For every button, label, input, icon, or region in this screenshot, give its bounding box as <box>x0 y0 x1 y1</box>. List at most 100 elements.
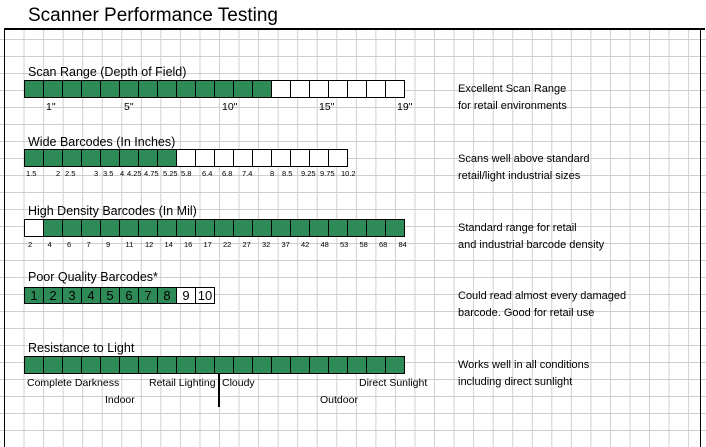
scan-range-cell-empty <box>347 80 367 98</box>
light-cell-filled <box>100 356 120 374</box>
scan-range-cell-empty <box>290 80 310 98</box>
poor-quality-cell-empty: 9 <box>176 287 196 304</box>
wide-tick: 8 <box>270 169 275 178</box>
wide-tick: 2 <box>56 169 61 178</box>
wide-cell-empty <box>328 149 348 167</box>
light-cell-filled <box>385 356 405 374</box>
high-density-cell-filled <box>233 219 253 237</box>
wide-barcodes-bar <box>24 149 348 167</box>
scan-range-tick: 1" <box>46 101 56 113</box>
light-label-retail-lighting: Retail Lighting <box>149 377 216 389</box>
poor-quality-cell-filled: 2 <box>43 287 63 304</box>
scan-range-note-line-1: Excellent Scan Range <box>458 83 567 95</box>
high-density-cell-filled <box>252 219 272 237</box>
high-density-tick: 27 <box>242 240 251 249</box>
light-cell-filled <box>138 356 158 374</box>
scan-range-cell-empty <box>309 80 329 98</box>
wide-tick: 6.4 <box>202 169 213 178</box>
title-underline <box>5 28 705 30</box>
scan-range-cell-filled <box>100 80 120 98</box>
title-band <box>0 0 706 28</box>
wide-tick: 5.8 <box>181 169 192 178</box>
high-density-cell-filled <box>176 219 196 237</box>
wide-tick: 4 <box>120 169 125 178</box>
scan-range-cell-filled <box>233 80 253 98</box>
light-cell-filled <box>119 356 139 374</box>
light-note-line-2: including direct sunlight <box>458 376 573 388</box>
frame-left-border <box>4 28 5 447</box>
high-density-note-line-1: Standard range for retail <box>458 222 577 234</box>
poor-quality-cell-filled: 6 <box>119 287 139 304</box>
wide-tick: 3.5 <box>103 169 114 178</box>
high-density-cell-filled <box>119 219 139 237</box>
high-density-cell-filled <box>366 219 386 237</box>
high-density-cell-filled <box>328 219 348 237</box>
scan-range-cell-empty <box>328 80 348 98</box>
scan-range-cell-empty <box>385 80 405 98</box>
high-density-tick: 48 <box>320 240 329 249</box>
light-cell-filled <box>214 356 234 374</box>
light-cell-filled <box>157 356 177 374</box>
high-density-tick: 16 <box>184 240 193 249</box>
wide-tick: 6.8 <box>222 169 233 178</box>
light-note-line-1: Works well in all conditions <box>458 359 590 371</box>
wide-tick: 1.5 <box>26 169 37 178</box>
wide-cell-empty <box>233 149 253 167</box>
wide-cell-empty <box>176 149 196 167</box>
scan-range-cell-empty <box>366 80 386 98</box>
wide-cell-filled <box>157 149 177 167</box>
wide-cell-filled <box>24 149 44 167</box>
wide-tick: 9.75 <box>320 169 335 178</box>
wide-note-line-2: retail/light industrial sizes <box>458 170 581 182</box>
high-density-tick: 53 <box>340 240 349 249</box>
high-density-cell-filled <box>62 219 82 237</box>
poor-quality-cell-filled: 8 <box>157 287 177 304</box>
light-cell-filled <box>309 356 329 374</box>
high-density-tick: 58 <box>359 240 368 249</box>
high-density-tick: 14 <box>164 240 173 249</box>
poor-quality-bar: 1 2 3 4 5 6 7 8 9 10 <box>24 287 215 304</box>
wide-tick: 9.25 <box>301 169 316 178</box>
high-density-tick: 37 <box>281 240 290 249</box>
poor-quality-cell-filled: 3 <box>62 287 82 304</box>
high-density-cell-filled <box>81 219 101 237</box>
high-density-cell-filled <box>290 219 310 237</box>
poor-quality-cell-empty: 10 <box>195 287 215 304</box>
wide-cell-filled <box>81 149 101 167</box>
high-density-heading: High Density Barcodes (In Mil) <box>28 204 197 218</box>
high-density-tick: 68 <box>379 240 388 249</box>
poor-quality-cell-filled: 5 <box>100 287 120 304</box>
high-density-tick: 4 <box>47 240 52 249</box>
light-heading: Resistance to Light <box>28 341 135 355</box>
wide-tick: 2.5 <box>65 169 76 178</box>
wide-tick: 5.25 <box>163 169 178 178</box>
wide-tick: 4.75 <box>144 169 159 178</box>
high-density-cell-filled <box>309 219 329 237</box>
light-cell-filled <box>81 356 101 374</box>
light-cell-filled <box>366 356 386 374</box>
wide-cell-filled <box>43 149 63 167</box>
scan-range-tick: 10" <box>222 101 238 113</box>
poor-quality-note-line-2: barcode. Good for retail use <box>458 307 595 319</box>
scan-range-cell-filled <box>252 80 272 98</box>
scan-range-bar <box>24 80 405 98</box>
wide-note-line-1: Scans well above standard <box>458 153 590 165</box>
scan-range-tick: 15" <box>319 101 335 113</box>
wide-cell-empty <box>252 149 272 167</box>
light-cell-filled <box>176 356 196 374</box>
light-cell-filled <box>328 356 348 374</box>
wide-cell-empty <box>309 149 329 167</box>
high-density-cell-filled <box>195 219 215 237</box>
wide-tick: 4.25 <box>127 169 142 178</box>
high-density-cell-empty <box>24 219 44 237</box>
wide-tick: 3 <box>94 169 99 178</box>
poor-quality-note-line-1: Could read almost every damaged <box>458 290 627 302</box>
wide-cell-empty <box>290 149 310 167</box>
wide-cell-empty <box>214 149 234 167</box>
light-cell-filled <box>24 356 44 374</box>
high-density-cell-filled <box>138 219 158 237</box>
scan-range-tick: 5" <box>124 101 134 113</box>
page-title: Scanner Performance Testing <box>28 5 278 26</box>
scan-range-cell-filled <box>81 80 101 98</box>
scan-range-cell-filled <box>43 80 63 98</box>
